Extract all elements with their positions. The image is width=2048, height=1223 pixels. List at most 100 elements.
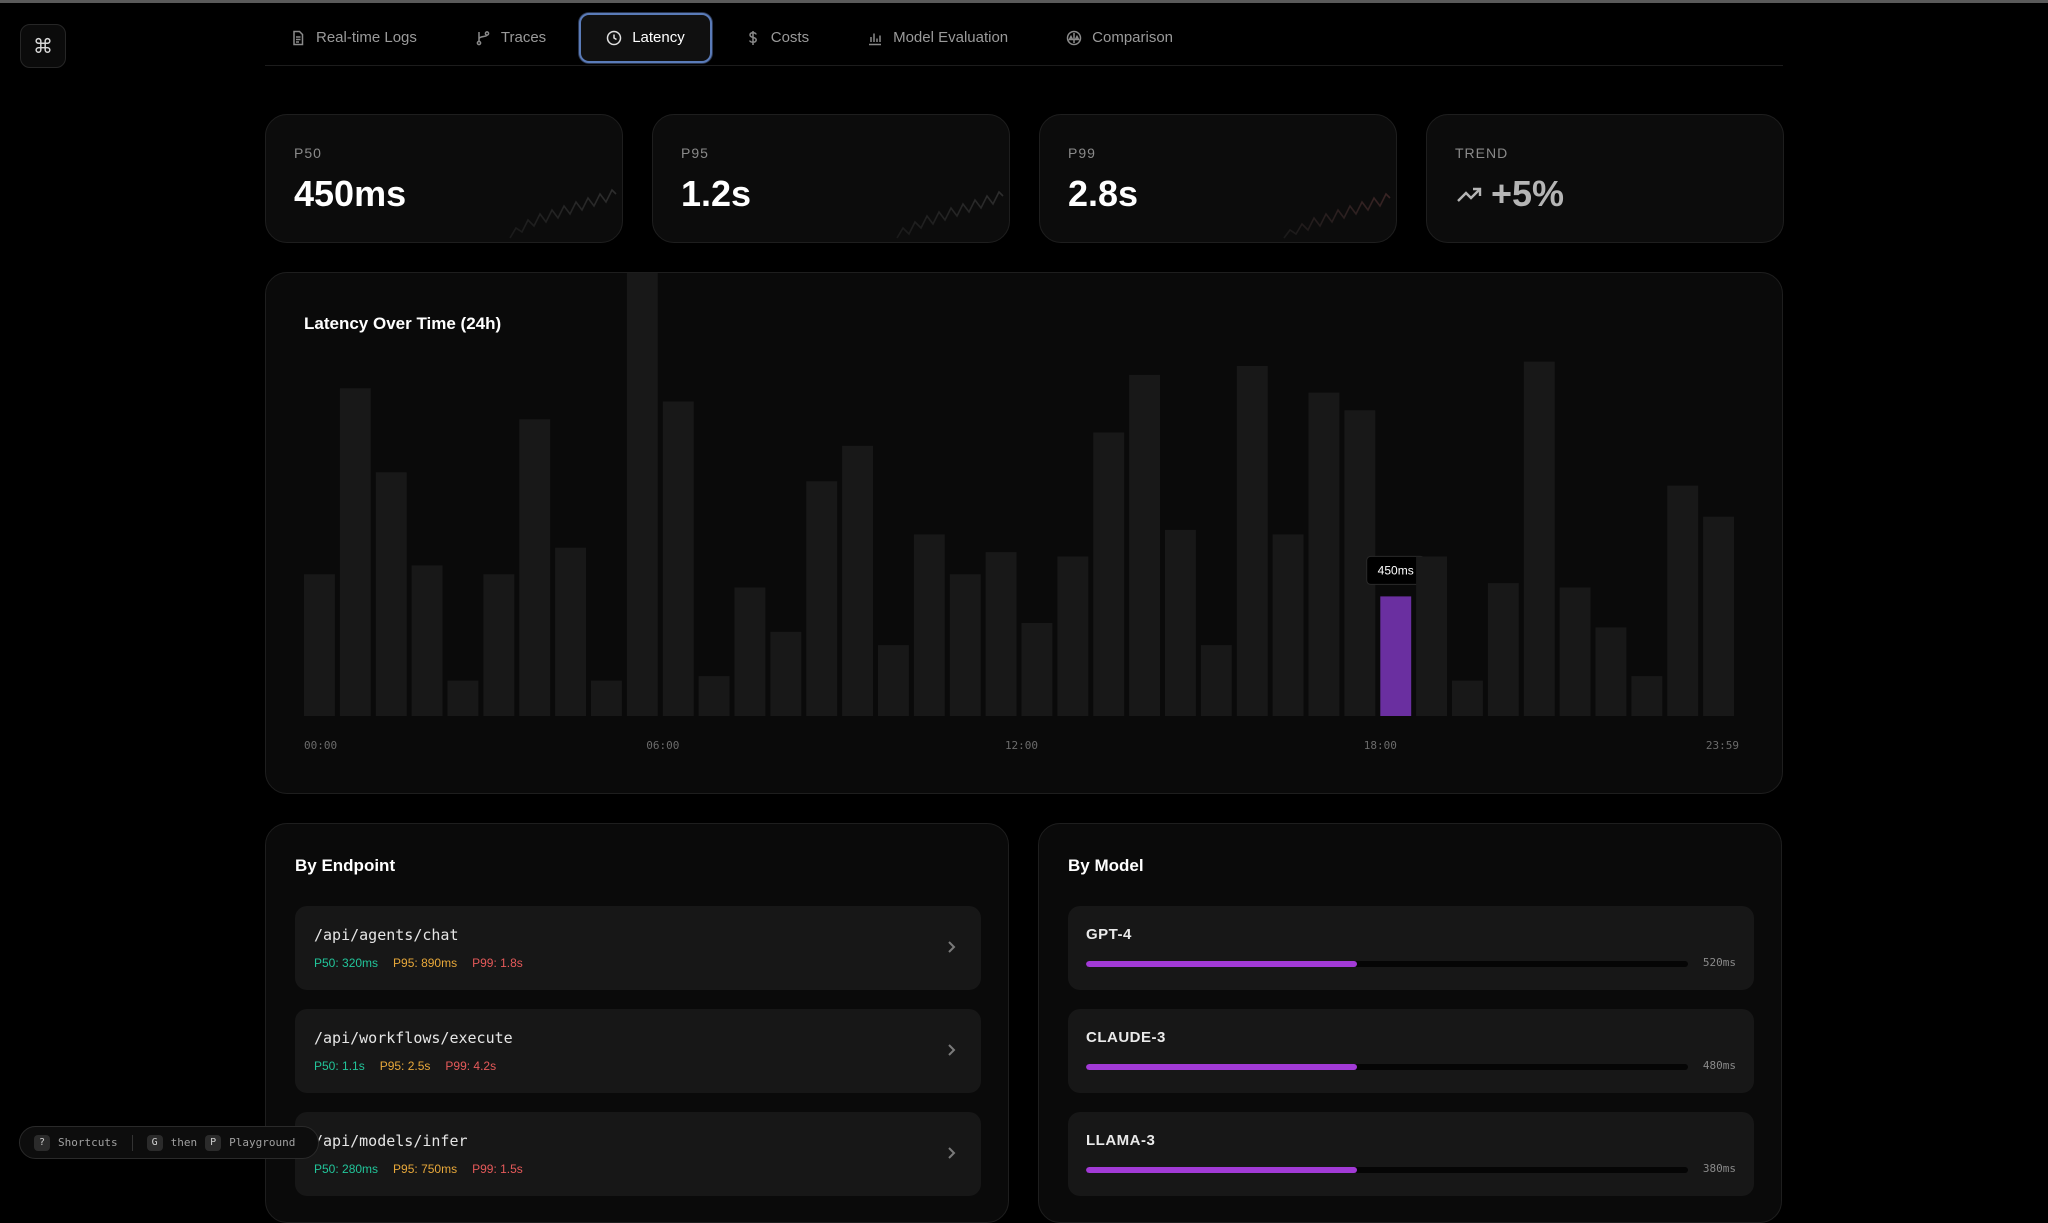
p99-metric: P99: 4.2s xyxy=(445,1059,497,1073)
chart-bar[interactable] xyxy=(555,547,586,716)
stat-card-p95: P95 1.2s xyxy=(652,114,1010,243)
chart-bar[interactable] xyxy=(1236,366,1268,716)
chart-bar[interactable] xyxy=(483,574,515,716)
tab-label: Comparison xyxy=(1092,29,1174,46)
playground-label: Playground xyxy=(229,1136,296,1149)
stat-card-p50: P50 450ms xyxy=(265,114,623,243)
tab-comparison[interactable]: Comparison xyxy=(1041,13,1198,63)
chart-bar[interactable] xyxy=(1093,432,1125,717)
chart-bar[interactable] xyxy=(1057,556,1089,717)
p99-metric: P99: 1.8s xyxy=(472,956,523,970)
chart-bar[interactable] xyxy=(1021,623,1053,716)
chart-bar[interactable] xyxy=(698,676,730,716)
tab-real-time-logs[interactable]: Real-time Logs xyxy=(265,13,442,63)
chart-bar[interactable] xyxy=(304,574,335,716)
p99-metric: P99: 1.5s xyxy=(472,1162,523,1176)
chart-bar[interactable] xyxy=(411,565,443,716)
chart-bar[interactable] xyxy=(1129,374,1160,716)
model-name: GPT-4 xyxy=(1086,926,1132,943)
model-latency-value: 520ms xyxy=(1702,956,1736,969)
chart-bar[interactable] xyxy=(1200,645,1232,716)
chart-bar[interactable] xyxy=(519,419,551,716)
endpoint-path: /api/workflows/execute xyxy=(314,1029,513,1047)
tooltip-label: 450ms xyxy=(1378,563,1414,577)
trend-row: +5% xyxy=(1455,173,1564,215)
stat-label: P50 xyxy=(294,145,322,161)
endpoint-path: /api/models/infer xyxy=(314,1132,468,1150)
tab-costs[interactable]: Costs xyxy=(720,13,834,63)
endpoint-row[interactable]: /api/models/infer P50: 280ms P95: 750ms … xyxy=(295,1112,981,1196)
endpoint-metrics: P50: 280ms P95: 750ms P99: 1.5s xyxy=(314,1162,523,1176)
x-tick-label: 06:00 xyxy=(646,739,679,752)
stat-card-trend: TREND +5% xyxy=(1426,114,1784,243)
p95-metric: P95: 2.5s xyxy=(379,1059,431,1073)
tab-label: Real-time Logs xyxy=(316,29,417,46)
shortcuts-hint[interactable]: ? Shortcuts G then P Playground xyxy=(19,1126,319,1159)
chart-bar[interactable] xyxy=(1631,676,1663,716)
document-icon xyxy=(293,30,304,45)
command-menu-button[interactable]: ⌘ xyxy=(20,24,66,68)
chart-bar[interactable] xyxy=(1272,534,1304,716)
chart-bar[interactable] xyxy=(949,574,981,716)
tab-label: Traces xyxy=(500,29,547,46)
model-row[interactable]: GPT-4 520ms xyxy=(1068,906,1754,990)
then-label: then xyxy=(170,1136,198,1149)
sparkline xyxy=(896,190,1004,239)
tab-traces[interactable]: Traces xyxy=(450,13,571,63)
latency-bar-track xyxy=(1086,961,1688,967)
endpoint-row[interactable]: /api/workflows/execute P50: 1.1s P95: 2.… xyxy=(295,1009,981,1093)
chart-bar[interactable] xyxy=(1487,583,1519,716)
chart-bar[interactable] xyxy=(591,680,622,716)
chart-bar-highlighted[interactable] xyxy=(1380,596,1412,716)
chart-bar[interactable] xyxy=(447,680,479,716)
model-row[interactable]: LLAMA-3 380ms xyxy=(1068,1112,1754,1196)
chart-bar[interactable] xyxy=(806,481,838,716)
trending-up-icon xyxy=(1457,187,1482,202)
stat-value: +5% xyxy=(1491,173,1565,214)
tab-label: Latency xyxy=(632,29,685,46)
x-tick-label: 00:00 xyxy=(304,739,337,752)
model-latency-value: 380ms xyxy=(1702,1162,1736,1175)
chart-bar[interactable] xyxy=(1416,556,1447,717)
model-row[interactable]: CLAUDE-3 480ms xyxy=(1068,1009,1754,1093)
by-model-panel: By Model GPT-4 520ms CLAUDE-3 480ms LLAM… xyxy=(1038,823,1782,1223)
chart-bar[interactable] xyxy=(375,472,407,716)
tab-model-evaluation[interactable]: Model Evaluation xyxy=(842,13,1033,63)
sparkline xyxy=(509,188,617,239)
nav-key-g: G xyxy=(146,1134,163,1151)
scale-icon xyxy=(1066,30,1082,45)
chart-bar[interactable] xyxy=(1165,529,1196,716)
stat-label: TREND xyxy=(1455,145,1509,161)
tab-latency[interactable]: Latency xyxy=(579,12,712,63)
p50-metric: P50: 280ms xyxy=(314,1162,379,1176)
latency-bar-track xyxy=(1086,1167,1688,1173)
chart-bar[interactable] xyxy=(734,587,766,717)
chart-bar[interactable] xyxy=(1703,516,1734,716)
chart-bar[interactable] xyxy=(1308,392,1340,716)
p95-metric: P95: 890ms xyxy=(393,956,458,970)
chart-bar[interactable] xyxy=(913,534,945,716)
chart-bar[interactable] xyxy=(1523,361,1555,716)
by-endpoint-panel: By Endpoint /api/agents/chat P50: 320ms … xyxy=(265,823,1009,1223)
chart-bar[interactable] xyxy=(985,552,1017,716)
sparkline xyxy=(1283,192,1391,239)
chart-bar[interactable] xyxy=(1595,627,1627,716)
chart-bar[interactable] xyxy=(626,273,658,716)
model-name: CLAUDE-3 xyxy=(1086,1029,1166,1046)
p50-metric: P50: 1.1s xyxy=(314,1059,365,1073)
chart-bar[interactable] xyxy=(1667,485,1699,716)
chart-bar[interactable] xyxy=(1452,680,1483,716)
chart-bar[interactable] xyxy=(842,445,873,716)
chart-bar[interactable] xyxy=(339,388,371,716)
model-name: LLAMA-3 xyxy=(1086,1132,1156,1149)
endpoint-row[interactable]: /api/agents/chat P50: 320ms P95: 890ms P… xyxy=(295,906,981,990)
chart-bar[interactable] xyxy=(770,631,802,716)
chart-bar[interactable] xyxy=(662,401,694,717)
chart-bar[interactable] xyxy=(878,645,909,716)
tab-bar: Real-time Logs Traces Latency Costs Mode… xyxy=(265,10,1783,66)
window-top-border xyxy=(0,0,2048,3)
latency-bar-fill xyxy=(1086,961,1357,967)
chart-bar[interactable] xyxy=(1559,587,1591,717)
dollar-icon xyxy=(748,30,757,45)
help-key: ? xyxy=(34,1134,50,1151)
